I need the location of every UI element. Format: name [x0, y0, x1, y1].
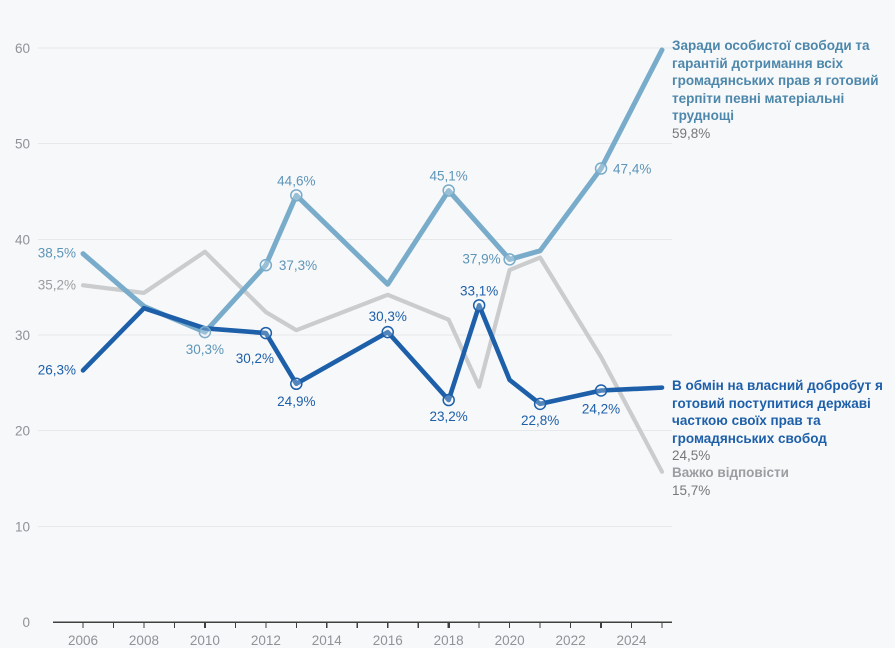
point-marker-tradeoff-2012[interactable] — [259, 326, 273, 340]
x-tick-label: 2012 — [251, 633, 281, 648]
point-label-tradeoff-2019: 33,1% — [460, 283, 498, 298]
x-tick-label: 2022 — [556, 633, 586, 648]
legend-tradeoff[interactable]: В обмін на власний добробут я готовий по… — [672, 377, 890, 465]
point-label-freedom-2018: 45,1% — [430, 169, 468, 184]
y-tick-label: 60 — [15, 41, 30, 56]
point-marker-tradeoff-2013[interactable] — [290, 377, 303, 391]
legend-tradeoff-value: 24,5% — [672, 448, 711, 463]
y-tick-label: 30 — [15, 328, 30, 343]
point-label-tradeoff-2023: 24,2% — [582, 401, 620, 416]
point-label-freedom-2013: 44,6% — [277, 173, 315, 188]
point-label-tradeoff-2006: 26,3% — [38, 362, 76, 377]
x-tick-label: 2008 — [129, 633, 159, 648]
point-label-hard-to-say-2006: 35,2% — [38, 277, 76, 292]
point-label-freedom-2012: 37,3% — [279, 258, 317, 273]
x-tick-label: 2020 — [495, 633, 525, 648]
legend-freedom-label[interactable]: Заради особистої свободи та гарантій дот… — [672, 38, 879, 123]
series-line-tradeoff — [80, 303, 665, 407]
series-line-freedom — [80, 47, 665, 335]
point-marker-freedom-2023[interactable] — [594, 162, 608, 175]
point-marker-freedom-2012[interactable] — [259, 258, 273, 272]
point-marker-tradeoff-2023[interactable] — [594, 384, 608, 397]
legend-freedom[interactable]: Заради особистої свободи та гарантій дот… — [672, 37, 890, 142]
x-tick-label: 2014 — [312, 633, 343, 648]
point-label-tradeoff-2018: 23,2% — [430, 409, 468, 424]
point-marker-tradeoff-2021[interactable] — [533, 397, 547, 411]
legend-hard-to-say-label[interactable]: Важко відповісти — [672, 465, 789, 480]
point-label-tradeoff-2016: 30,3% — [369, 309, 407, 324]
point-marker-freedom-2013[interactable] — [290, 189, 303, 202]
x-tick-label: 2006 — [68, 633, 98, 648]
point-marker-tradeoff-2016[interactable] — [381, 325, 394, 339]
point-label-tradeoff-2013: 24,9% — [277, 394, 315, 409]
point-label-tradeoff-2012: 30,2% — [236, 351, 274, 366]
y-tick-label: 50 — [15, 137, 30, 152]
x-tick-label: 2010 — [190, 633, 220, 648]
legend-hard-to-say-value: 15,7% — [672, 482, 711, 498]
x-tick-label: 2024 — [617, 633, 648, 648]
y-tick-label: 20 — [15, 424, 30, 439]
x-tick-label: 2016 — [373, 633, 403, 648]
point-marker-freedom-2020[interactable] — [503, 253, 516, 266]
point-marker-tradeoff-2019[interactable] — [472, 299, 486, 312]
x-tick-label: 2018 — [434, 633, 464, 648]
y-tick-label: 0 — [22, 615, 30, 630]
point-label-freedom-2010: 30,3% — [186, 342, 224, 357]
legend-freedom-value: 59,8% — [672, 125, 711, 141]
legend-tradeoff-label[interactable]: В обмін на власний добробут я готовий по… — [672, 378, 883, 446]
point-label-freedom-2006: 38,5% — [38, 246, 76, 261]
point-marker-freedom-2018[interactable] — [442, 184, 455, 197]
point-marker-freedom-2010[interactable] — [198, 325, 212, 339]
y-tick-label: 40 — [15, 232, 30, 247]
point-marker-tradeoff-2018[interactable] — [442, 393, 455, 407]
legend-hard-to-say[interactable]: Важко відповісти 15,7% — [672, 464, 890, 499]
point-label-tradeoff-2021: 22,8% — [521, 413, 559, 428]
point-label-freedom-2023: 47,4% — [613, 162, 651, 177]
y-tick-label: 10 — [15, 519, 30, 534]
series-line-hard-to-say — [80, 249, 665, 474]
point-label-freedom-2020: 37,9% — [462, 251, 500, 266]
